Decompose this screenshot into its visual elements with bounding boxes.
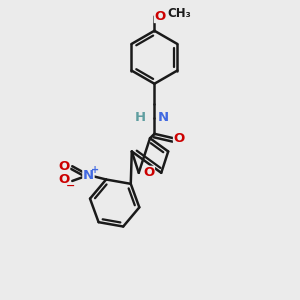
Text: N: N xyxy=(83,169,94,182)
Text: O: O xyxy=(143,166,154,179)
Text: +: + xyxy=(91,165,99,175)
Text: O: O xyxy=(154,10,166,22)
Text: H: H xyxy=(135,111,146,124)
Text: CH₃: CH₃ xyxy=(168,7,191,20)
Text: O: O xyxy=(174,132,185,145)
Text: N: N xyxy=(158,111,169,124)
Text: −: − xyxy=(66,180,76,190)
Text: O: O xyxy=(58,160,70,173)
Text: O: O xyxy=(58,173,70,186)
